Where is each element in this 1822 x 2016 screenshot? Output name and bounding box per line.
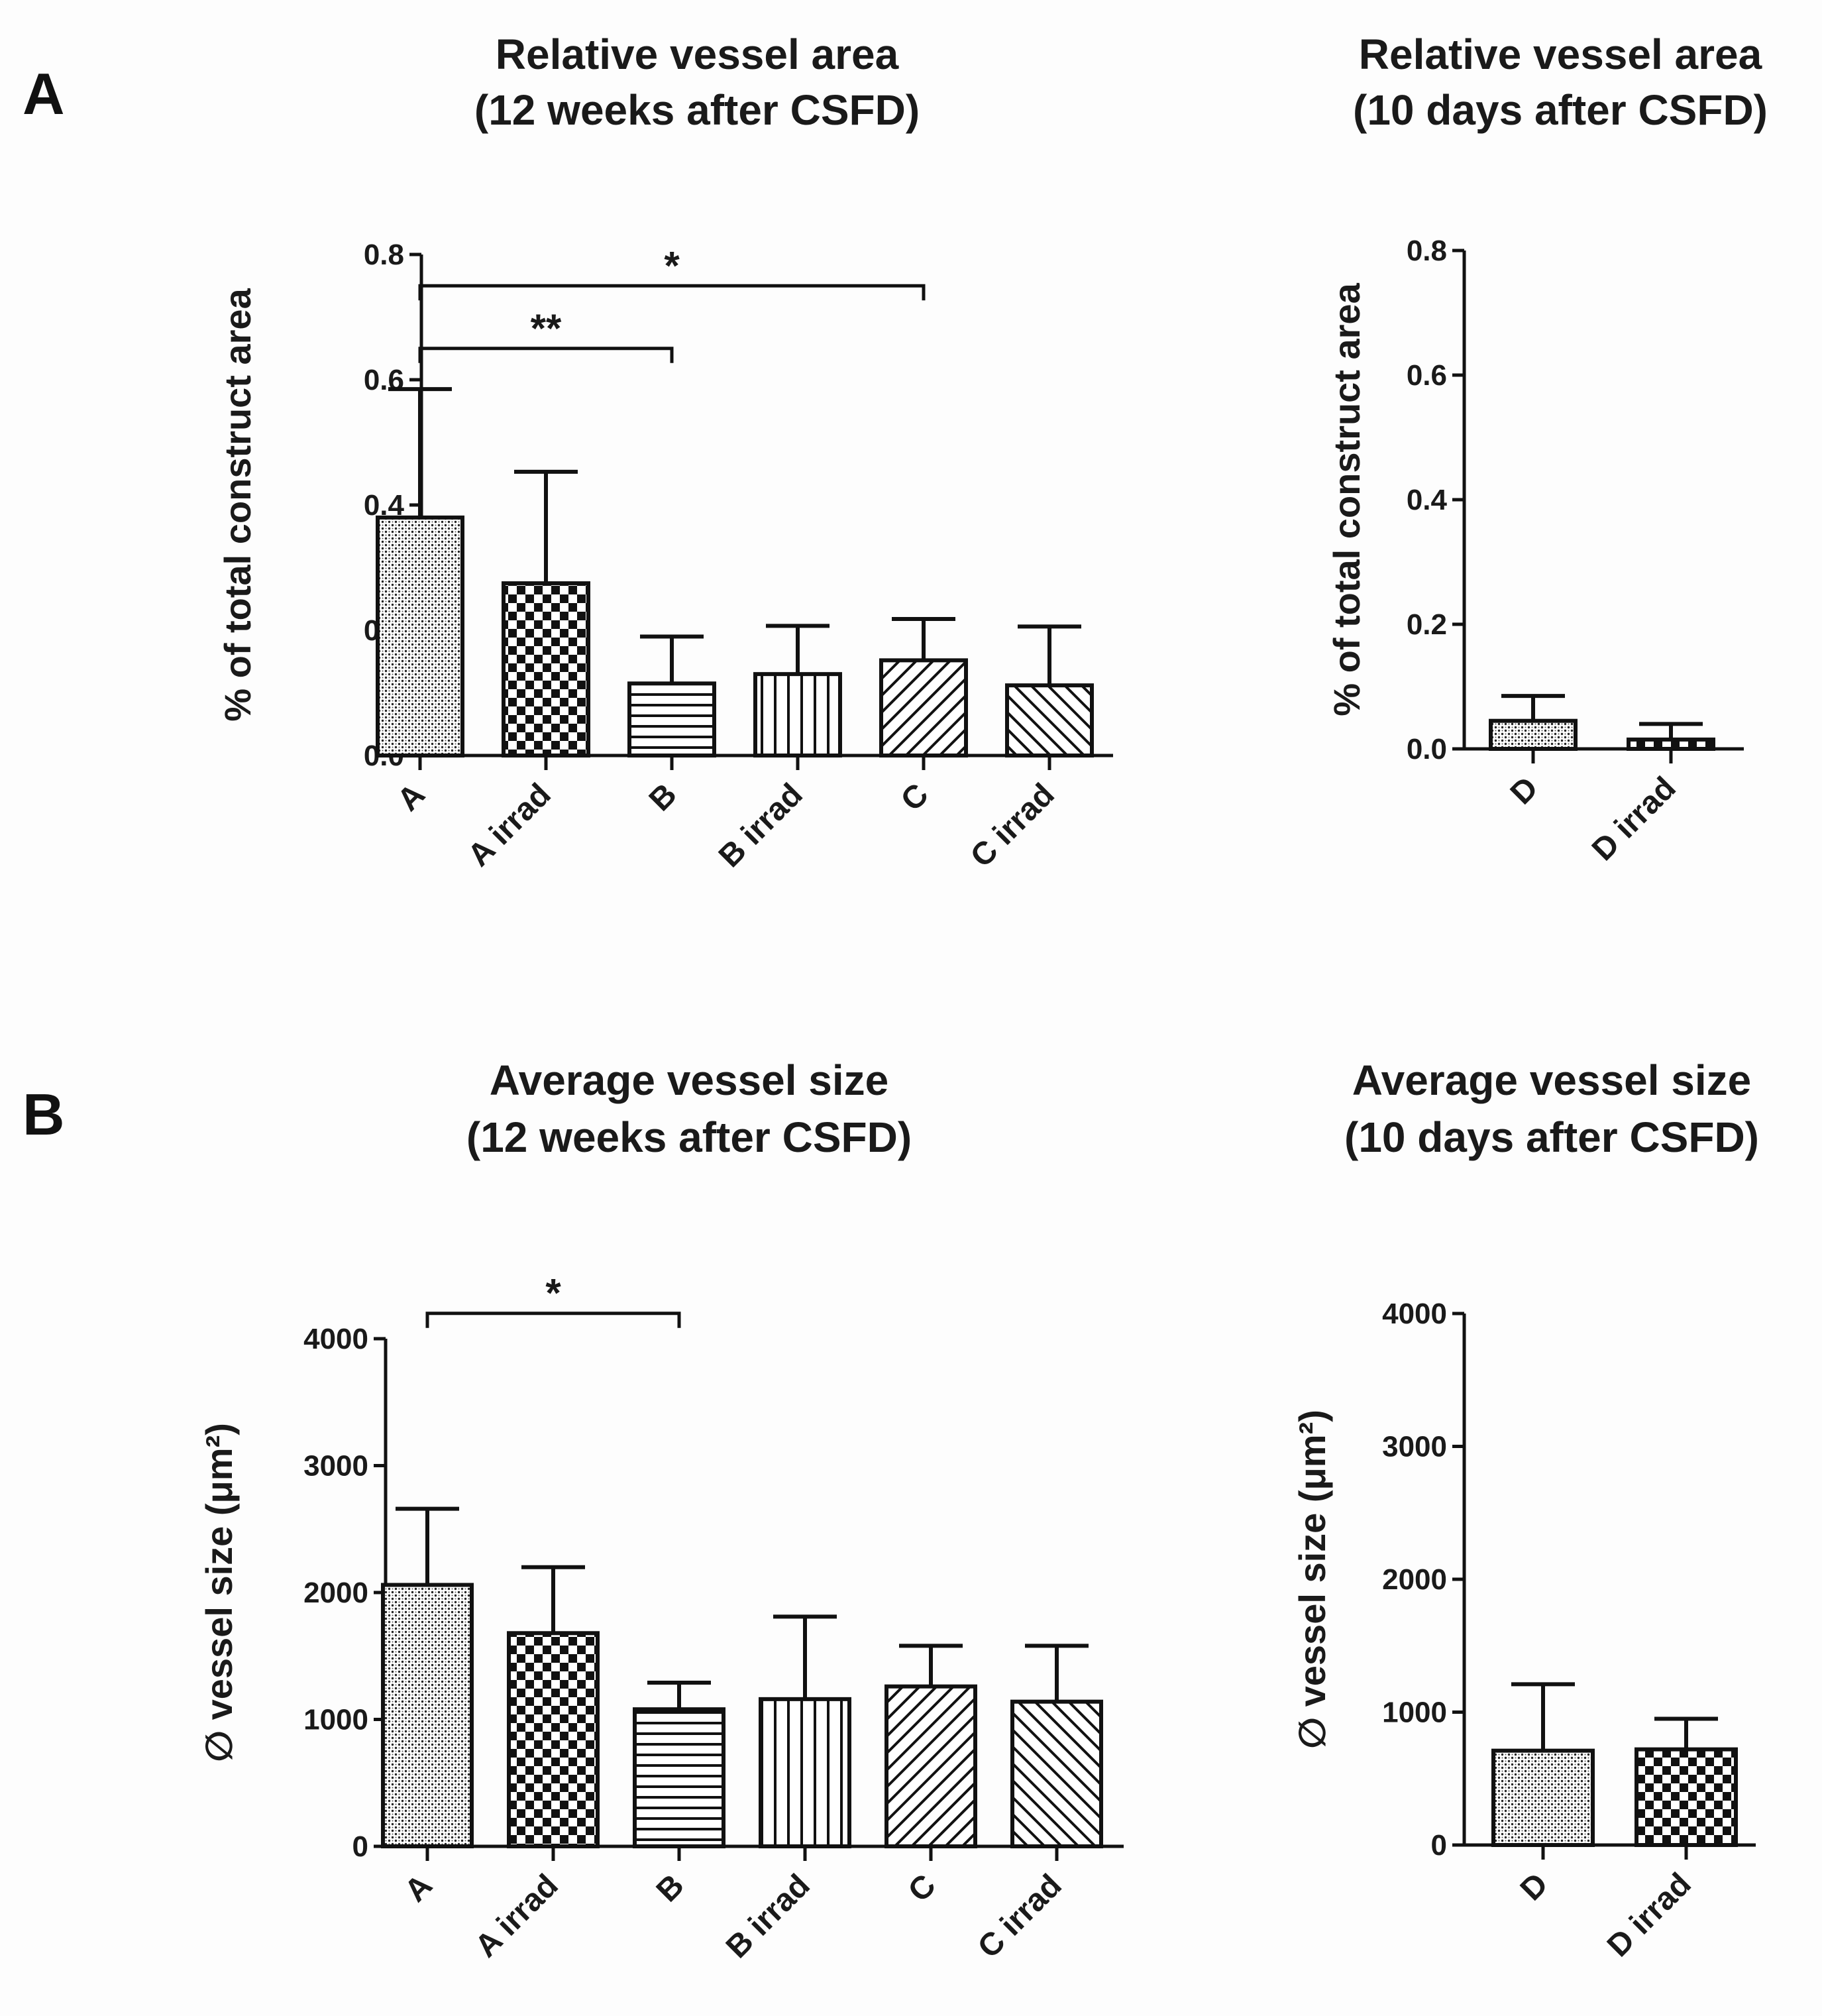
x-category-label: D	[1504, 770, 1545, 811]
y-axis-label: % of total construct area	[1326, 282, 1367, 716]
x-category-label: B	[643, 777, 684, 818]
y-tick-label: 3000	[1382, 1431, 1447, 1463]
bar	[753, 672, 842, 758]
chart-title-line: (10 days after CSFD)	[1344, 1113, 1759, 1161]
significance-label: *	[545, 1271, 561, 1316]
x-category-label: B	[650, 1868, 691, 1909]
chart-title-line: Average vessel size	[490, 1056, 889, 1104]
y-tick-label: 1000	[303, 1704, 368, 1736]
chart-vessel-size-12w: Average vessel size (12 weeks after CSFD)…	[198, 1056, 1124, 1965]
chart-title-line: (12 weeks after CSFD)	[466, 1113, 912, 1161]
x-category-label: B irrad	[712, 777, 810, 874]
bar	[1491, 1748, 1595, 1848]
significance-bracket	[425, 1312, 681, 1328]
chart-relative-area-10d: Relative vessel area (10 days after CSFD)…	[1326, 30, 1768, 868]
panel-letter-a: A	[23, 61, 65, 127]
bar	[502, 581, 590, 757]
x-category-label: A	[391, 777, 432, 818]
chart-title-line: Relative vessel area	[1359, 30, 1762, 78]
x-category-label: C irrad	[964, 777, 1061, 874]
bar	[627, 681, 716, 757]
bar	[1489, 718, 1578, 751]
chart-title-line: Relative vessel area	[496, 30, 899, 78]
y-tick-label: 2000	[1382, 1563, 1447, 1596]
x-category-label: B irrad	[720, 1868, 817, 1965]
bar	[381, 1583, 474, 1848]
x-category-label: C	[902, 1868, 943, 1909]
y-tick-label: 4000	[303, 1323, 368, 1355]
x-category-label: A irrad	[461, 777, 558, 873]
chart-relative-area-12w: Relative vessel area (12 weeks after CSFD…	[217, 30, 1113, 874]
bar	[879, 658, 968, 757]
x-category-label: A irrad	[468, 1868, 565, 1964]
y-tick-label: 3000	[303, 1450, 368, 1483]
x-category-label: D	[1514, 1866, 1555, 1907]
y-axis-label: ∅ vessel size (μm²)	[1291, 1410, 1333, 1749]
bar	[759, 1697, 851, 1849]
y-tick-label: 0.4	[1407, 484, 1448, 516]
significance-label: *	[664, 243, 680, 288]
y-axis-label: % of total construct area	[217, 288, 258, 721]
significance-label: **	[531, 306, 562, 351]
bar	[1634, 1747, 1738, 1847]
x-category-label: C	[894, 777, 936, 818]
significance-bracket	[418, 284, 926, 301]
y-tick-label: 0.6	[1407, 359, 1447, 392]
x-category-label: C irrad	[971, 1868, 1069, 1965]
y-tick-label: 2000	[303, 1577, 368, 1609]
bar	[376, 515, 464, 758]
bar	[884, 1684, 977, 1848]
x-category-label: D irrad	[1585, 770, 1683, 868]
y-tick-label: 0.6	[364, 364, 404, 396]
y-tick-label: 4000	[1382, 1298, 1447, 1330]
bar	[1010, 1699, 1103, 1848]
y-axis-label: ∅ vessel size (μm²)	[198, 1423, 240, 1762]
chart-title-line: Average vessel size	[1352, 1056, 1752, 1104]
y-tick-label: 0.8	[364, 239, 404, 271]
y-tick-label: 0.8	[1407, 235, 1447, 267]
panel-letter-b: B	[23, 1082, 65, 1147]
chart-title-line: (12 weeks after CSFD)	[474, 86, 920, 134]
bar	[1627, 737, 1715, 752]
x-category-label: D irrad	[1601, 1866, 1698, 1964]
bar	[507, 1631, 600, 1849]
significance-bracket	[418, 347, 674, 363]
y-tick-label: 0	[352, 1830, 368, 1863]
chart-title-line: (10 days after CSFD)	[1353, 86, 1768, 134]
x-category-label: A	[398, 1868, 439, 1909]
y-tick-label: 0	[1431, 1829, 1447, 1862]
y-tick-label: 0.0	[1407, 733, 1447, 765]
bar	[1005, 683, 1094, 758]
y-tick-label: 1000	[1382, 1697, 1447, 1729]
chart-vessel-size-10d: Average vessel size (10 days after CSFD) ∅…	[1291, 1056, 1759, 1964]
y-tick-label: 0.2	[1407, 608, 1447, 641]
bar	[633, 1707, 725, 1848]
